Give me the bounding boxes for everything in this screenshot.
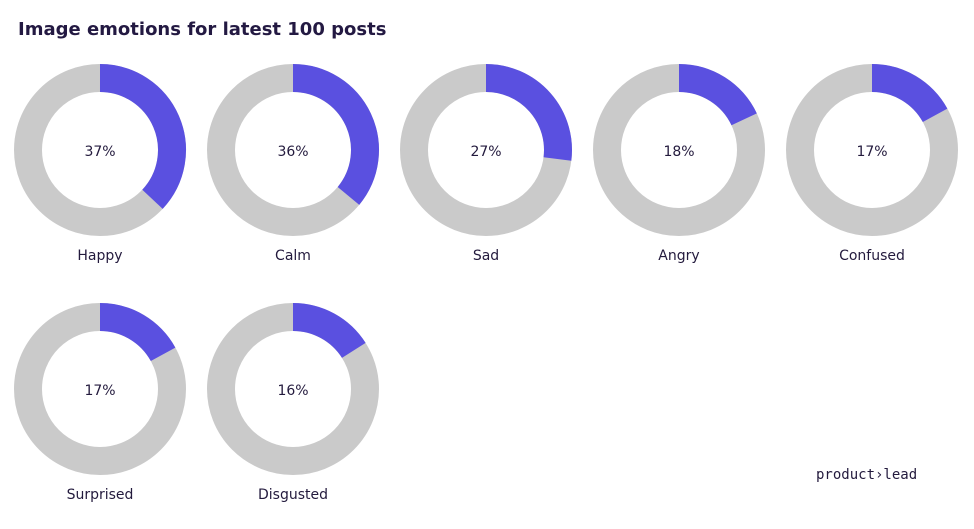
value-label: 17% bbox=[84, 383, 115, 399]
value-label: 27% bbox=[470, 144, 501, 160]
donut-label: Confused bbox=[839, 248, 905, 264]
value-label: 18% bbox=[663, 144, 694, 160]
donut-arc bbox=[292, 64, 379, 205]
brand-logo: product›lead bbox=[816, 467, 917, 483]
chart-title: Image emotions for latest 100 posts bbox=[18, 19, 386, 40]
donut-label: Angry bbox=[658, 248, 699, 264]
donut-arc bbox=[678, 64, 757, 126]
donut-label: Happy bbox=[77, 248, 122, 264]
donut-arc bbox=[292, 303, 366, 359]
donut-label: Sad bbox=[473, 248, 499, 264]
value-label: 36% bbox=[277, 144, 308, 160]
value-label: 16% bbox=[277, 383, 308, 399]
donut-label: Disgusted bbox=[258, 487, 328, 503]
donut-arc bbox=[99, 64, 186, 209]
donut-label: Surprised bbox=[67, 487, 134, 503]
donut-arc bbox=[99, 303, 176, 362]
value-label: 17% bbox=[856, 144, 887, 160]
donut-label: Calm bbox=[275, 248, 311, 264]
donut-arc bbox=[871, 64, 948, 123]
donut-arc bbox=[485, 64, 572, 161]
value-label: 37% bbox=[84, 144, 115, 160]
